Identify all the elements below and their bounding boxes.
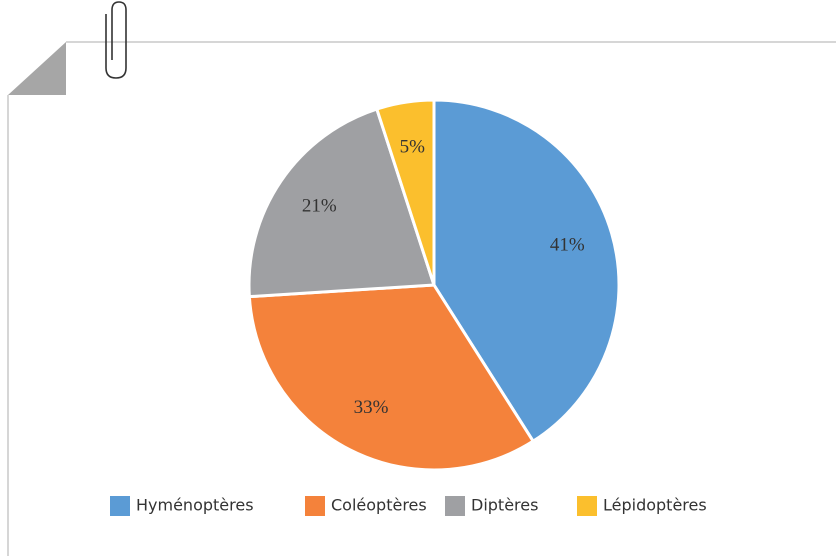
legend-swatch — [110, 496, 130, 516]
legend-label: Lépidoptères — [603, 496, 707, 515]
legend-swatch — [445, 496, 465, 516]
data-label: 33% — [354, 397, 389, 418]
pie-slice — [247, 283, 536, 472]
legend-label: Coléoptères — [331, 496, 427, 515]
legend-swatch — [577, 496, 597, 516]
paper — [7, 1, 836, 556]
data-label: 21% — [302, 195, 337, 216]
legend-label: Hyménoptères — [136, 496, 254, 515]
paperclip — [105, 1, 127, 79]
folded-corner — [8, 42, 66, 95]
legend-label: Diptères — [471, 496, 538, 515]
pie-slice — [374, 98, 436, 286]
legend-swatch — [305, 496, 325, 516]
pie-slice — [247, 107, 437, 299]
data-label: 5% — [400, 136, 426, 157]
data-label: 41% — [550, 235, 585, 256]
